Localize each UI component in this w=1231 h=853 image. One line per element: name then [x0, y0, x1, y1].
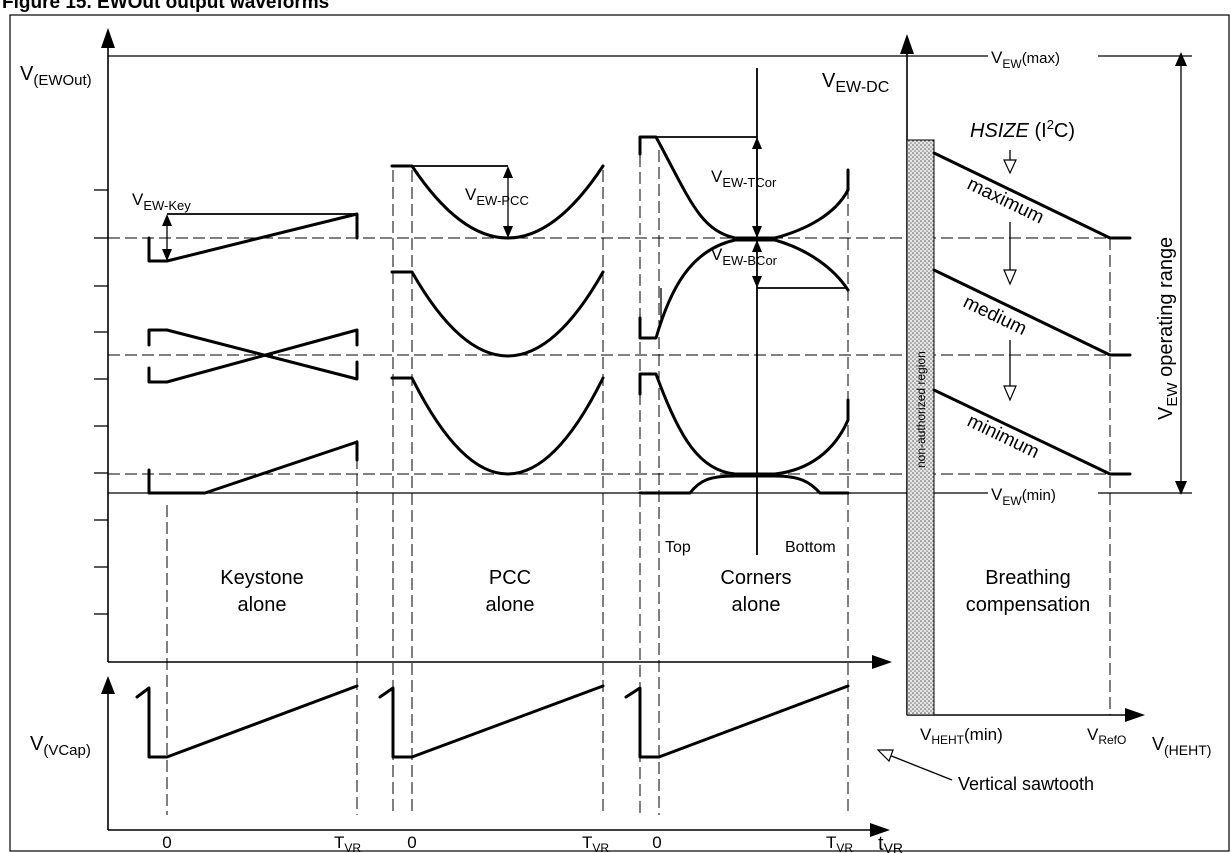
- v-heht-min-label: VHEHT(min): [920, 725, 1003, 747]
- v-ew-pcc-label: VEW-PCC: [465, 185, 529, 208]
- non-authorized-region: [906, 139, 935, 716]
- v-ew-bcor-label: VEW-BCor: [711, 245, 778, 268]
- zero-label-1: 0: [162, 833, 171, 852]
- corners-caption-2: alone: [732, 594, 781, 616]
- vertical-sawtooth-label: Vertical sawtooth: [958, 774, 1094, 794]
- keystone-caption-1: Keystone: [220, 567, 303, 589]
- v-ew-tcor-label: VEW-TCor: [711, 167, 777, 190]
- v-ew-max-label: VEW(max): [991, 48, 1060, 71]
- line-medium: [932, 268, 1132, 357]
- corners-caption-1: Corners: [720, 567, 791, 589]
- v-ewdc-label: VEW-DC: [822, 70, 889, 96]
- tvr-label-3: TVR: [826, 833, 853, 853]
- keystone-waveforms: [147, 212, 359, 495]
- pcc-caption-1: PCC: [489, 567, 531, 589]
- tvr-label-2: TVR: [582, 833, 609, 853]
- figure-frame: [9, 14, 1230, 852]
- zero-label-2: 0: [407, 833, 416, 852]
- line-minimum: [932, 388, 1132, 476]
- breathing-caption-1: Breathing: [985, 567, 1071, 589]
- zero-label-3: 0: [652, 833, 661, 852]
- line-maximum: [932, 151, 1132, 240]
- keystone-caption-2: alone: [238, 594, 287, 616]
- pcc-caption-2: alone: [486, 594, 535, 616]
- pcc-waveforms: [390, 164, 605, 476]
- main-axes: [94, 28, 892, 669]
- breathing-caption-2: compensation: [966, 594, 1091, 616]
- page-title: Figure 15. EWOut output waveforms: [2, 0, 330, 13]
- corners-waveforms: [638, 68, 850, 555]
- non-authorized-label: non-authorized region: [914, 351, 928, 468]
- bottom-label: Bottom: [785, 539, 836, 556]
- v-vcap-label: V(VCap): [30, 733, 91, 759]
- top-label: Top: [665, 539, 691, 556]
- time-markers: [166, 150, 849, 815]
- operating-range-label: VEW operating range: [1155, 237, 1181, 420]
- v-heht-axis-label: V(HEHT): [1152, 734, 1211, 758]
- tvr-label-1: TVR: [334, 833, 361, 853]
- breathing-panel: [900, 34, 1187, 722]
- v-ew-key-label: VEW-Key: [132, 190, 191, 213]
- v-ew-min-label: VEW(min): [991, 485, 1056, 508]
- v-refo-label: VRefO: [1087, 725, 1126, 747]
- sawtooth-panel: [101, 676, 953, 837]
- v-ewout-label: V(EWOut): [20, 63, 92, 89]
- hsize-label: HSIZE (I2C): [970, 117, 1075, 142]
- tvr-axis-label: tVR: [878, 833, 903, 853]
